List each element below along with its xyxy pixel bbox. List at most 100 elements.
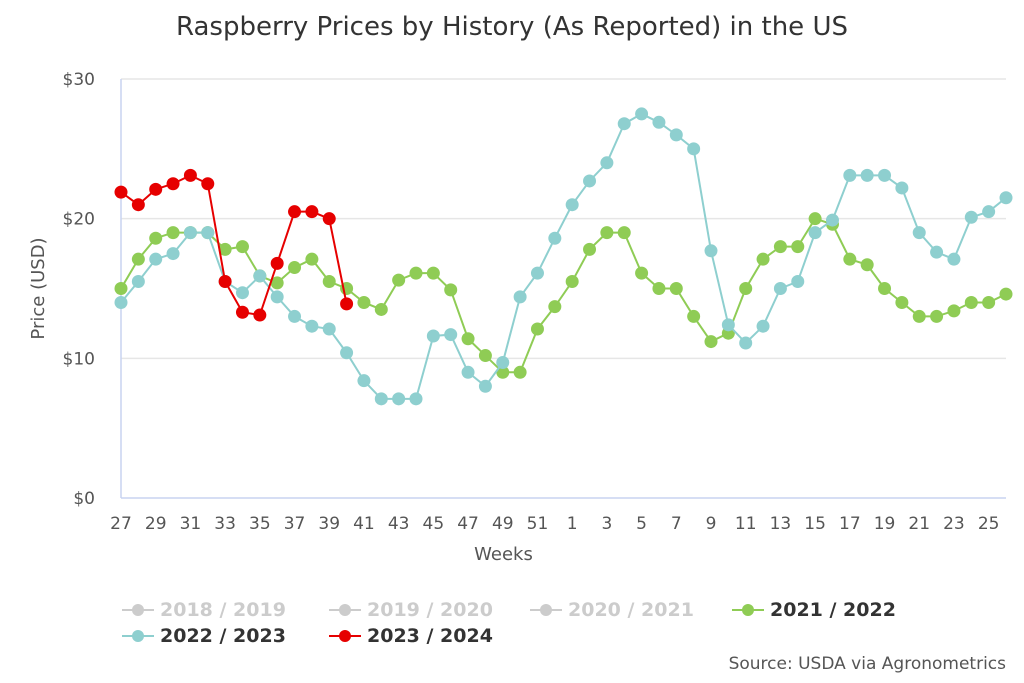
- legend-item[interactable]: 2020 / 2021: [530, 599, 694, 621]
- legend-marker-icon: [122, 603, 154, 617]
- data-point: [878, 168, 892, 182]
- data-point: [739, 282, 753, 295]
- source-note: Source: USDA via Agronometrics: [728, 654, 1006, 674]
- data-point: [201, 226, 215, 240]
- data-point: [583, 174, 597, 188]
- data-point: [235, 286, 249, 300]
- data-point: [756, 319, 770, 333]
- data-point: [773, 282, 787, 295]
- data-point: [235, 240, 249, 254]
- data-point: [114, 185, 128, 199]
- legend-marker-icon: [329, 629, 361, 643]
- data-point: [860, 258, 874, 272]
- data-point: [947, 252, 961, 266]
- data-point: [583, 242, 597, 256]
- data-point: [843, 252, 857, 266]
- y-axis-title: Price (USD): [28, 237, 49, 339]
- data-point: [548, 300, 562, 314]
- x-tick-label: 45: [423, 514, 445, 534]
- data-point: [930, 309, 944, 323]
- data-point: [496, 356, 510, 370]
- data-point: [530, 322, 544, 336]
- data-point: [878, 282, 892, 295]
- data-point: [617, 226, 631, 240]
- chart-title: Raspberry Prices by History (As Reported…: [176, 12, 848, 42]
- x-tick-label: 37: [284, 514, 306, 534]
- data-point: [843, 168, 857, 182]
- data-point: [739, 336, 753, 350]
- x-tick-label: 1: [567, 514, 578, 534]
- data-point: [513, 290, 527, 304]
- data-point: [895, 295, 909, 309]
- data-point: [444, 283, 458, 297]
- x-tick-label: 51: [527, 514, 549, 534]
- legend-label: 2021 / 2022: [770, 599, 896, 621]
- data-point: [947, 304, 961, 318]
- legend-item[interactable]: 2019 / 2020: [329, 599, 493, 621]
- data-point: [635, 266, 649, 280]
- legend-item[interactable]: 2022 / 2023: [122, 625, 286, 647]
- legend-item[interactable]: 2023 / 2024: [329, 625, 493, 647]
- data-point: [669, 128, 683, 142]
- x-tick-label: 31: [180, 514, 202, 534]
- data-point: [288, 205, 302, 219]
- x-tick-label: 7: [671, 514, 682, 534]
- data-point: [982, 205, 996, 219]
- legend-marker-icon: [329, 603, 361, 617]
- x-tick-label: 47: [457, 514, 479, 534]
- data-point: [340, 346, 354, 360]
- y-tick-label: $30: [63, 70, 95, 90]
- data-point: [982, 295, 996, 309]
- x-tick-label: 39: [318, 514, 340, 534]
- data-point: [548, 231, 562, 245]
- x-tick-label: 41: [353, 514, 375, 534]
- data-point: [183, 168, 197, 182]
- legend-item[interactable]: 2018 / 2019: [122, 599, 286, 621]
- x-tick-label: 43: [388, 514, 410, 534]
- data-point: [652, 282, 666, 295]
- data-point: [773, 240, 787, 254]
- data-point: [808, 226, 822, 240]
- data-point: [652, 115, 666, 129]
- x-tick-label: 49: [492, 514, 514, 534]
- data-point: [808, 212, 822, 226]
- data-point: [270, 290, 284, 304]
- data-point: [964, 210, 978, 224]
- legend-label: 2023 / 2024: [367, 625, 493, 647]
- data-point: [392, 392, 406, 406]
- legend-marker-icon: [122, 629, 154, 643]
- data-point: [635, 107, 649, 121]
- data-point: [513, 365, 527, 379]
- data-point: [426, 329, 440, 343]
- data-point: [305, 252, 319, 266]
- data-point: [149, 252, 163, 266]
- data-point: [270, 276, 284, 290]
- data-point: [600, 156, 614, 170]
- data-point: [704, 335, 718, 349]
- data-point: [322, 212, 336, 226]
- data-point: [478, 379, 492, 393]
- legend-label: 2022 / 2023: [160, 625, 286, 647]
- data-point: [166, 247, 180, 261]
- series-line: [120, 217, 1007, 374]
- data-point: [912, 309, 926, 323]
- legend-marker-icon: [732, 603, 764, 617]
- x-tick-label: 21: [908, 514, 930, 534]
- data-point: [687, 309, 701, 323]
- data-point: [895, 181, 909, 195]
- data-point: [374, 302, 388, 316]
- data-point: [704, 244, 718, 258]
- data-point: [687, 142, 701, 156]
- data-point: [305, 319, 319, 333]
- series-line: [120, 112, 1007, 400]
- data-point: [253, 269, 267, 283]
- data-point: [565, 275, 579, 289]
- x-tick-label: 29: [145, 514, 167, 534]
- data-point: [131, 198, 145, 212]
- data-point: [357, 374, 371, 388]
- legend-item[interactable]: 2021 / 2022: [732, 599, 896, 621]
- data-point: [721, 318, 735, 332]
- data-point: [253, 308, 267, 322]
- y-tick-label: $10: [63, 349, 95, 369]
